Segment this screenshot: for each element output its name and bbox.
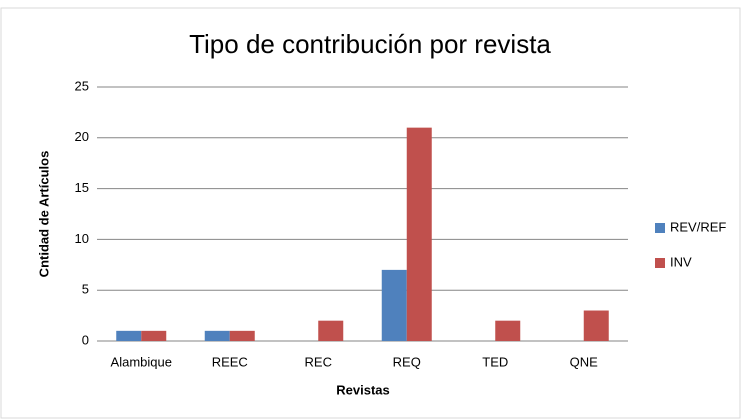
bar — [495, 320, 521, 341]
y-axis-label: Cntidad de Artículos — [36, 151, 51, 278]
bar — [229, 330, 255, 341]
x-tick-label: TED — [482, 354, 508, 369]
y-tick-label: 20 — [75, 129, 89, 144]
y-tick-label: 5 — [82, 282, 89, 297]
y-tick-label: 25 — [75, 78, 89, 93]
bar — [318, 320, 344, 341]
y-tick-label: 10 — [75, 231, 89, 246]
bar — [406, 127, 432, 341]
bar — [204, 330, 230, 341]
x-tick-label: QNE — [570, 354, 599, 369]
bar — [116, 330, 142, 341]
chart-title: Tipo de contribución por revista — [189, 29, 551, 59]
bar — [381, 269, 407, 341]
bar — [583, 310, 609, 341]
legend-swatch — [655, 223, 665, 233]
legend-label: REV/REF — [670, 219, 726, 234]
bar — [141, 330, 167, 341]
y-tick-label: 15 — [75, 180, 89, 195]
x-axis-label: Revistas — [336, 382, 389, 397]
legend-label: INV — [670, 254, 692, 269]
x-tick-label: REC — [305, 354, 332, 369]
x-tick-label: REQ — [393, 354, 421, 369]
x-tick-label: Alambique — [111, 354, 172, 369]
y-tick-label: 0 — [82, 332, 89, 347]
chart-border — [0, 7, 741, 419]
x-tick-label: REEC — [212, 354, 248, 369]
legend-swatch — [655, 258, 665, 268]
